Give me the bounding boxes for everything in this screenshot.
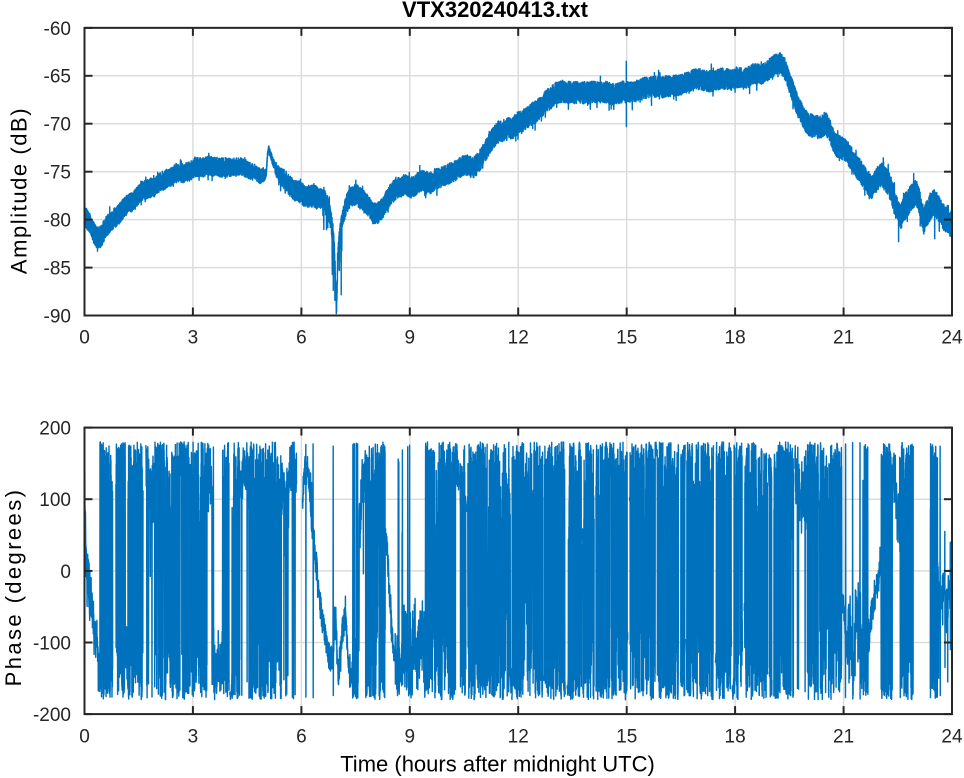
svg-text:9: 9 — [405, 727, 416, 748]
svg-text:3: 3 — [188, 727, 199, 748]
svg-text:Time (hours after midnight UTC: Time (hours after midnight UTC) — [340, 752, 655, 777]
svg-text:-70: -70 — [44, 115, 71, 136]
svg-text:-85: -85 — [44, 259, 71, 280]
svg-text:6: 6 — [296, 727, 307, 748]
svg-text:0: 0 — [79, 727, 90, 748]
svg-text:VTX320240413.txt: VTX320240413.txt — [402, 0, 589, 22]
svg-text:Amplitude (dB): Amplitude (dB) — [7, 107, 32, 274]
svg-text:24: 24 — [941, 727, 963, 748]
svg-text:-60: -60 — [44, 19, 71, 40]
svg-text:-80: -80 — [44, 211, 71, 232]
svg-text:12: 12 — [508, 328, 529, 349]
svg-text:18: 18 — [725, 727, 746, 748]
svg-text:200: 200 — [39, 419, 71, 440]
svg-text:Phase (degrees): Phase (degrees) — [1, 488, 26, 687]
svg-text:-75: -75 — [44, 163, 71, 184]
svg-text:21: 21 — [833, 727, 854, 748]
svg-text:-200: -200 — [33, 705, 71, 726]
svg-text:0: 0 — [60, 562, 71, 583]
svg-text:-100: -100 — [33, 633, 71, 654]
svg-text:15: 15 — [616, 328, 637, 349]
svg-text:21: 21 — [833, 328, 854, 349]
svg-text:3: 3 — [188, 328, 199, 349]
svg-text:-90: -90 — [44, 306, 71, 327]
svg-text:18: 18 — [725, 328, 746, 349]
svg-text:12: 12 — [508, 727, 529, 748]
svg-text:0: 0 — [79, 328, 90, 349]
svg-text:15: 15 — [616, 727, 637, 748]
svg-text:6: 6 — [296, 328, 307, 349]
svg-text:100: 100 — [39, 490, 71, 511]
svg-text:24: 24 — [941, 328, 963, 349]
svg-text:-65: -65 — [44, 67, 71, 88]
svg-text:9: 9 — [405, 328, 416, 349]
